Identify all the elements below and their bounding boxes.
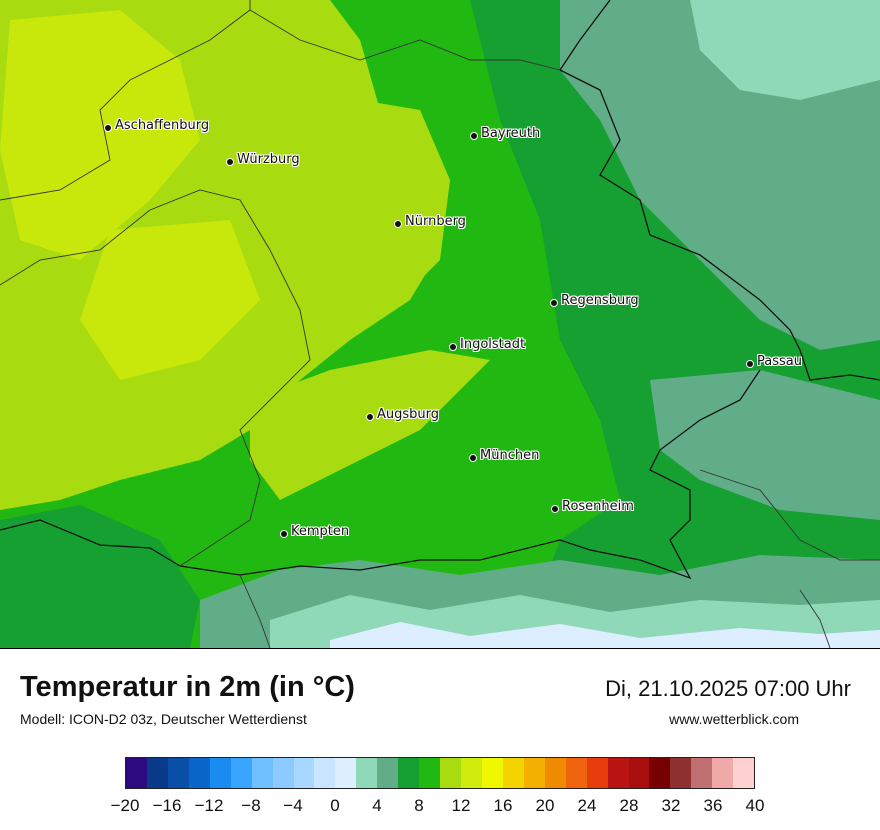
city-label: Ingolstadt bbox=[460, 337, 526, 352]
city-label: Kempten bbox=[291, 524, 350, 539]
city-marker bbox=[104, 124, 112, 132]
legend-swatch bbox=[586, 758, 608, 788]
city-marker bbox=[226, 158, 234, 166]
legend-tick-label: 8 bbox=[414, 796, 424, 815]
legend-tick-label: 36 bbox=[703, 796, 723, 815]
city-marker bbox=[550, 299, 558, 307]
border-hesse bbox=[0, 0, 251, 201]
border-salzburg bbox=[799, 589, 831, 648]
city-label: Aschaffenburg bbox=[115, 118, 210, 133]
forecast-datetime: Di, 21.10.2025 07:00 Uhr bbox=[605, 676, 851, 701]
legend-swatch bbox=[628, 758, 650, 788]
city-marker bbox=[551, 505, 559, 513]
legend-swatch bbox=[272, 758, 294, 788]
legend-tick-label: 24 bbox=[577, 796, 597, 815]
city-marker bbox=[746, 360, 754, 368]
city-label: Würzburg bbox=[237, 152, 300, 167]
city-marker bbox=[449, 343, 457, 351]
legend-swatch bbox=[126, 758, 147, 788]
field-darkgreen-sw bbox=[0, 505, 200, 648]
city-label: Rosenheim bbox=[562, 499, 634, 514]
city-label: Nürnberg bbox=[405, 214, 466, 229]
legend-swatch bbox=[146, 758, 168, 788]
border-bw bbox=[0, 189, 311, 567]
legend-swatch bbox=[544, 758, 566, 788]
city-label: Bayreuth bbox=[481, 126, 541, 141]
temperature-map: Aschaffenburg Würzburg Bayreuth Nürnberg… bbox=[0, 0, 880, 649]
city-marker bbox=[280, 530, 288, 538]
field-mint-north bbox=[690, 0, 880, 100]
legend-tick-label: −8 bbox=[241, 796, 261, 815]
city-marker bbox=[470, 132, 478, 140]
field-yellowgreen-2 bbox=[80, 220, 260, 380]
map-title: Temperatur in 2m (in °C) bbox=[20, 671, 355, 703]
legend-swatch bbox=[335, 758, 357, 788]
country-borders bbox=[0, 0, 880, 580]
legend-tick-label: 0 bbox=[330, 796, 340, 815]
legend-swatch bbox=[502, 758, 524, 788]
legend-swatch bbox=[293, 758, 315, 788]
legend-tick-label: −4 bbox=[283, 796, 303, 815]
legend-tick-label: 28 bbox=[619, 796, 639, 815]
legend-swatch bbox=[649, 758, 671, 788]
website-link[interactable]: www.wetterblick.com bbox=[669, 711, 799, 727]
legend-swatch bbox=[209, 758, 231, 788]
color-legend bbox=[125, 757, 755, 789]
legend-swatch bbox=[398, 758, 420, 788]
legend-tick-label: 16 bbox=[493, 796, 513, 815]
legend-swatch bbox=[523, 758, 545, 788]
legend-swatch bbox=[461, 758, 482, 788]
border-austria-inner bbox=[699, 469, 880, 561]
legend-swatch bbox=[670, 758, 692, 788]
city-marker bbox=[366, 413, 374, 421]
legend-swatch bbox=[565, 758, 587, 788]
legend-swatch bbox=[314, 758, 336, 788]
city-label: Passau bbox=[757, 354, 802, 369]
legend-tick-label: −12 bbox=[194, 796, 224, 815]
city-label: Regensburg bbox=[561, 293, 639, 308]
legend-tick-label: 4 bbox=[372, 796, 382, 815]
border-thuringia-saxony bbox=[559, 0, 611, 71]
legend-swatch bbox=[419, 758, 441, 788]
legend-tick-label: 32 bbox=[661, 796, 681, 815]
legend-swatch bbox=[733, 758, 755, 788]
field-yellowgreen-1 bbox=[0, 10, 200, 260]
legend-swatch bbox=[188, 758, 210, 788]
legend-swatch bbox=[230, 758, 252, 788]
legend-tick-label: −20 bbox=[110, 796, 140, 815]
city-marker bbox=[469, 454, 477, 462]
legend-swatch bbox=[481, 758, 503, 788]
border-czech bbox=[559, 69, 880, 381]
field-teal-austria bbox=[650, 370, 880, 520]
legend-swatch bbox=[356, 758, 378, 788]
legend-tick-label: 12 bbox=[451, 796, 471, 815]
state-borders bbox=[0, 0, 880, 648]
city-label: Augsburg bbox=[377, 407, 440, 422]
field-lightgreen-nuernberg bbox=[350, 100, 450, 300]
field-alps-snow bbox=[330, 622, 880, 648]
legend-swatch bbox=[712, 758, 734, 788]
legend-tick-label: 40 bbox=[745, 796, 765, 815]
legend-swatch bbox=[607, 758, 629, 788]
temperature-field bbox=[0, 0, 880, 648]
city-label: München bbox=[480, 448, 540, 463]
border-austria bbox=[0, 369, 761, 580]
legend-swatch bbox=[440, 758, 461, 788]
legend-swatch bbox=[377, 758, 399, 788]
field-lightgreen-augsburg bbox=[250, 350, 490, 500]
legend-swatch bbox=[691, 758, 713, 788]
border-vorarlberg bbox=[239, 574, 271, 648]
model-info: Modell: ICON-D2 03z, Deutscher Wetterdie… bbox=[20, 711, 307, 727]
legend-swatch bbox=[167, 758, 189, 788]
city-marker bbox=[394, 220, 402, 228]
legend-tick-label: 20 bbox=[535, 796, 555, 815]
border-thuringia bbox=[249, 9, 561, 71]
legend-tick-label: −16 bbox=[152, 796, 182, 815]
legend-swatch bbox=[251, 758, 273, 788]
